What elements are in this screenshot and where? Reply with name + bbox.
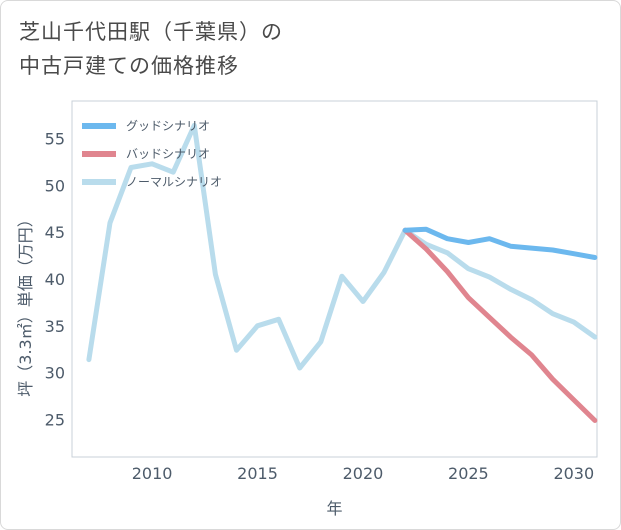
y-tick-label: 45 — [45, 223, 65, 242]
x-tick-label: 2020 — [343, 464, 384, 483]
series-line-good — [402, 226, 598, 260]
y-axis-title: 坪（3.3㎡）単価（万円） — [16, 211, 35, 396]
legend-normal-label: ノーマルシナリオ — [126, 175, 222, 189]
x-tick-label: 2015 — [237, 464, 278, 483]
legend-good-label: グッドシナリオ — [126, 119, 210, 133]
y-tick-label: 55 — [45, 129, 65, 148]
x-tick-label: 2025 — [448, 464, 489, 483]
y-tick-label: 50 — [45, 176, 65, 195]
legend-bad-label: バッドシナリオ — [126, 147, 210, 161]
chart-title: 芝山千代田駅（千葉県）の 中古戸建ての価格推移 — [19, 15, 283, 83]
series-lines — [86, 122, 598, 423]
y-tick-label: 40 — [45, 270, 65, 289]
y-tick-label: 25 — [45, 411, 65, 430]
x-tick-label: 2010 — [132, 464, 173, 483]
title-line-1: 芝山千代田駅（千葉県）の — [19, 20, 283, 44]
plot-area — [71, 100, 598, 458]
x-tick-label: 2030 — [553, 464, 594, 483]
y-tick-label: 30 — [45, 364, 65, 383]
series-line-normal — [86, 122, 598, 371]
plot-frame — [71, 100, 598, 458]
y-tick-label: 35 — [45, 317, 65, 336]
series-line-bad — [402, 227, 598, 423]
x-axis-title: 年 — [326, 499, 342, 518]
title-line-2: 中古戸建ての価格推移 — [19, 54, 239, 78]
axis-ticks: 2010 2015 2020 2025 2030 25 30 35 40 45 50 55 — [45, 129, 595, 483]
